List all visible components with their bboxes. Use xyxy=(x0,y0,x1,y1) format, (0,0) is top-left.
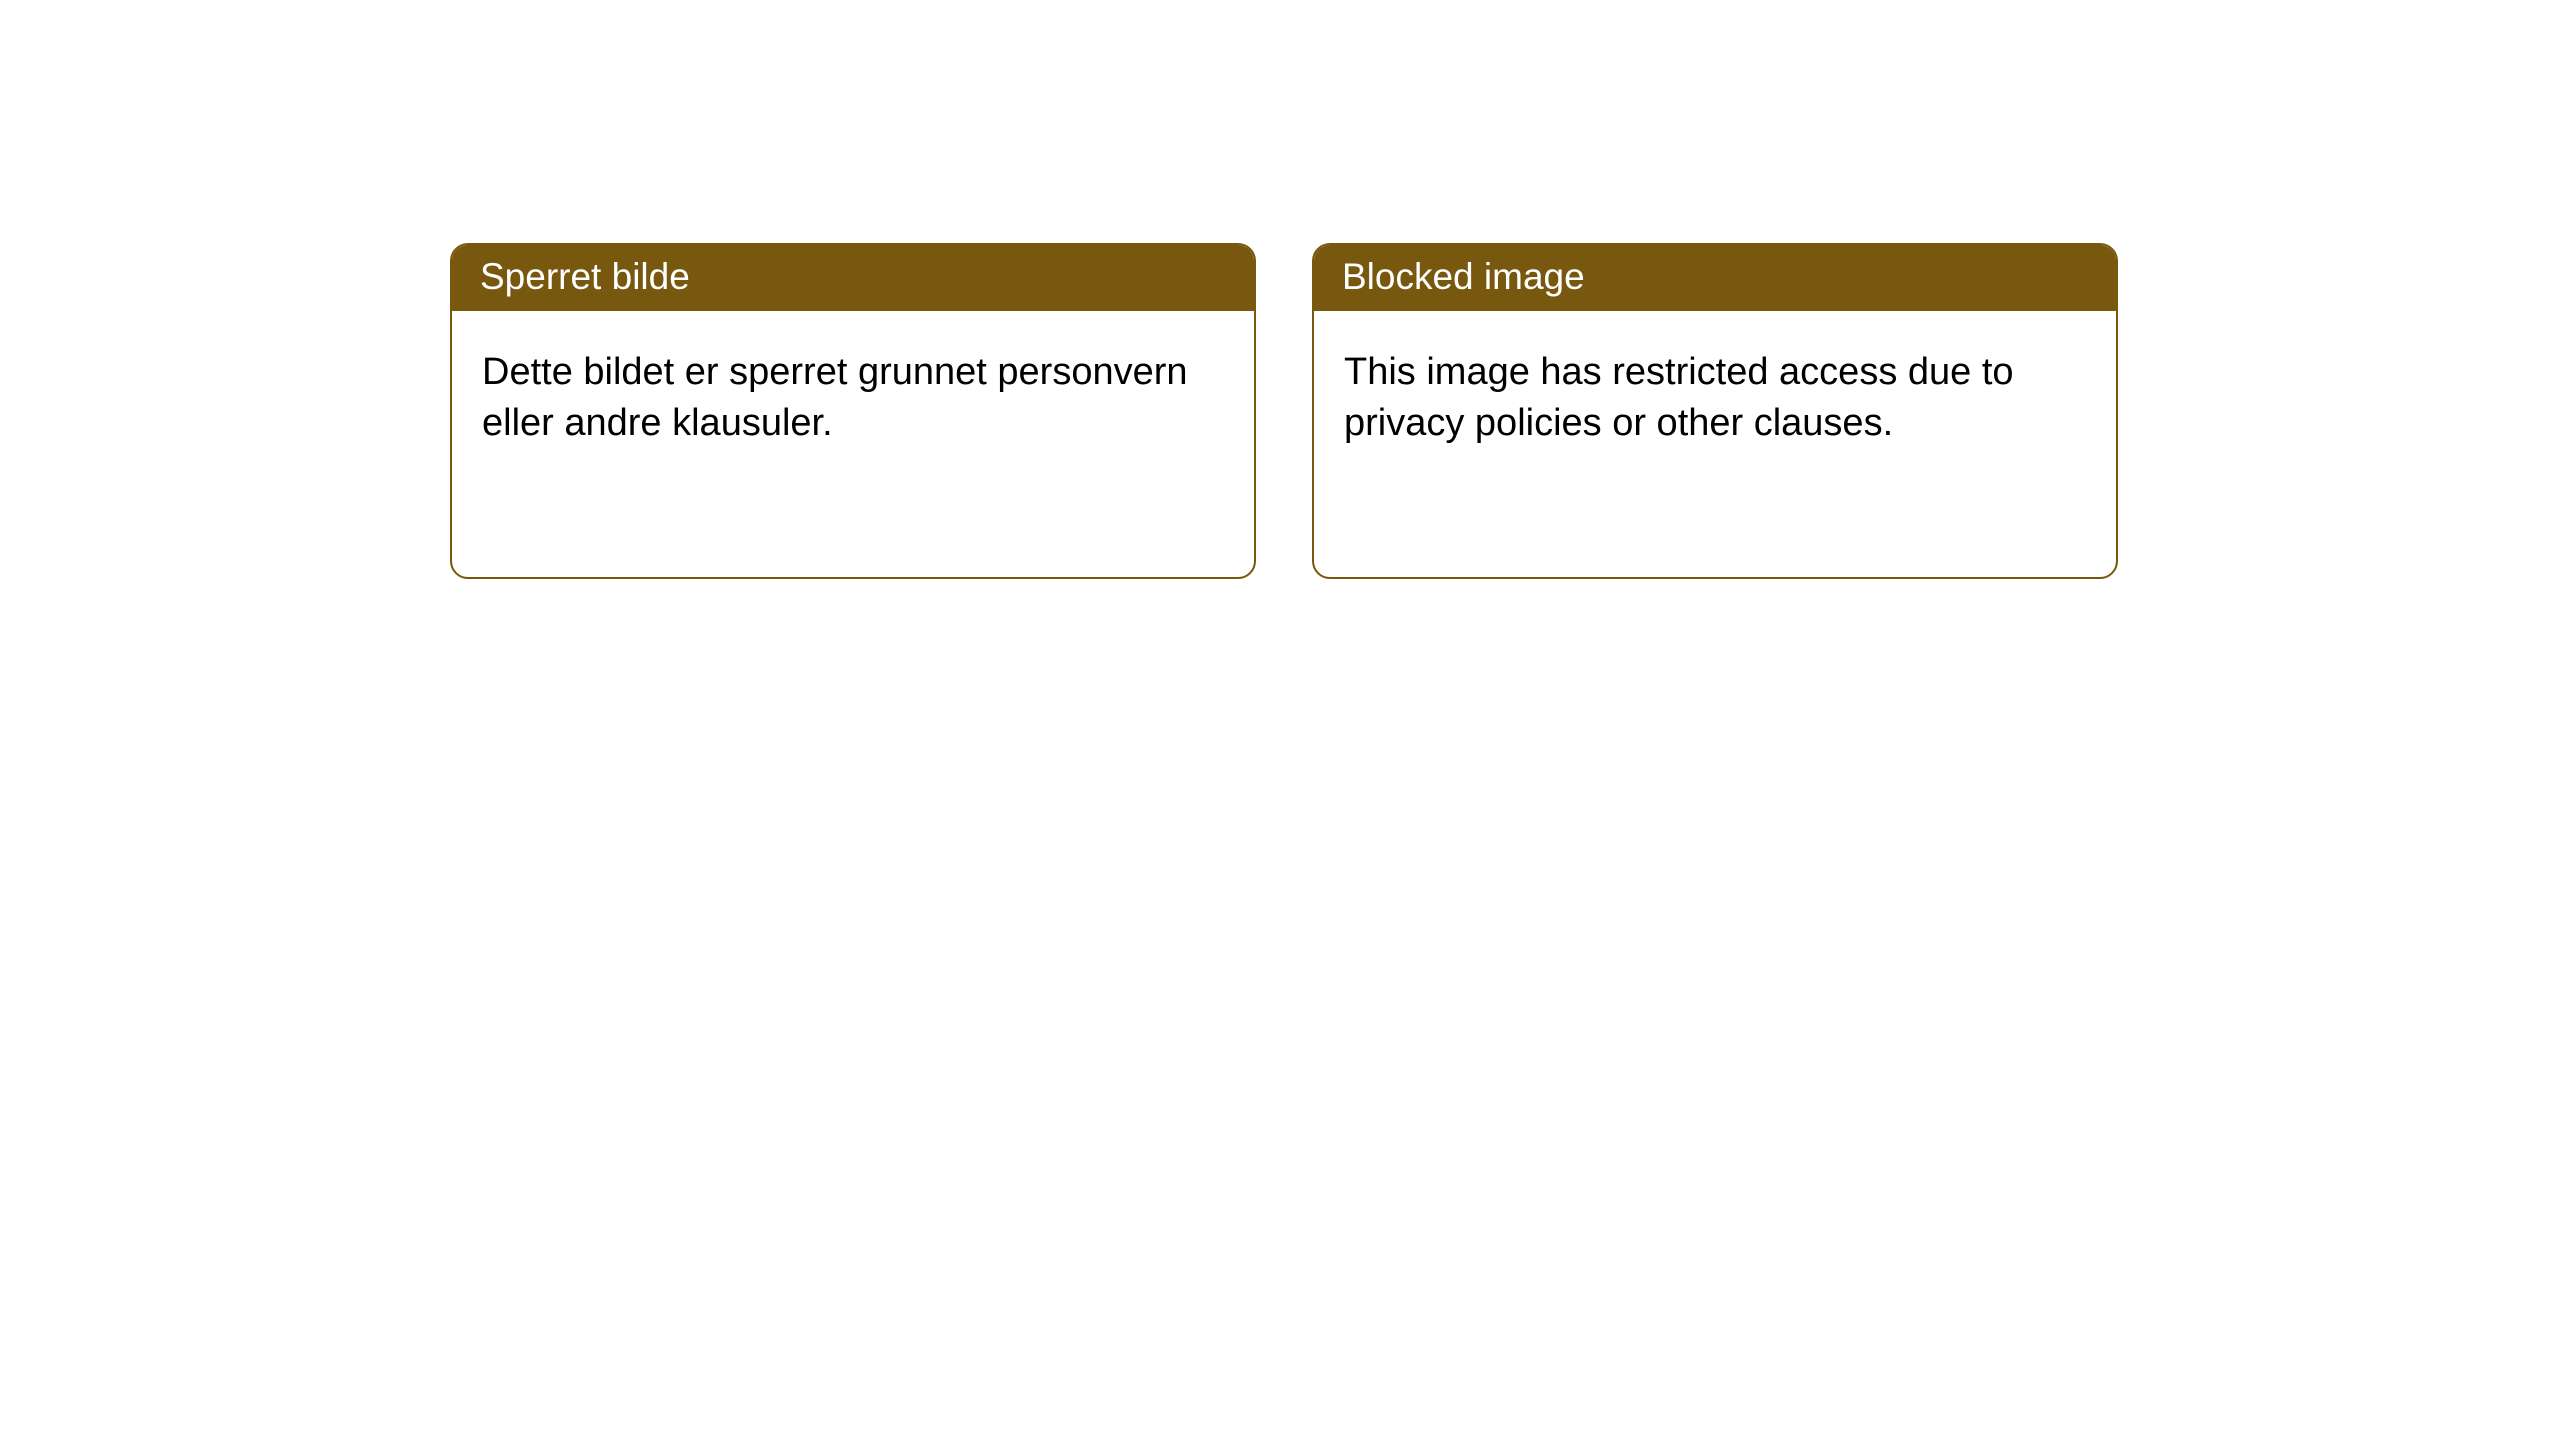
card-body: Dette bildet er sperret grunnet personve… xyxy=(452,311,1254,480)
notice-container: Sperret bilde Dette bildet er sperret gr… xyxy=(0,0,2560,579)
blocked-image-card-en: Blocked image This image has restricted … xyxy=(1312,243,2118,579)
card-header: Blocked image xyxy=(1314,245,2116,311)
blocked-image-card-no: Sperret bilde Dette bildet er sperret gr… xyxy=(450,243,1256,579)
card-body: This image has restricted access due to … xyxy=(1314,311,2116,480)
card-header: Sperret bilde xyxy=(452,245,1254,311)
